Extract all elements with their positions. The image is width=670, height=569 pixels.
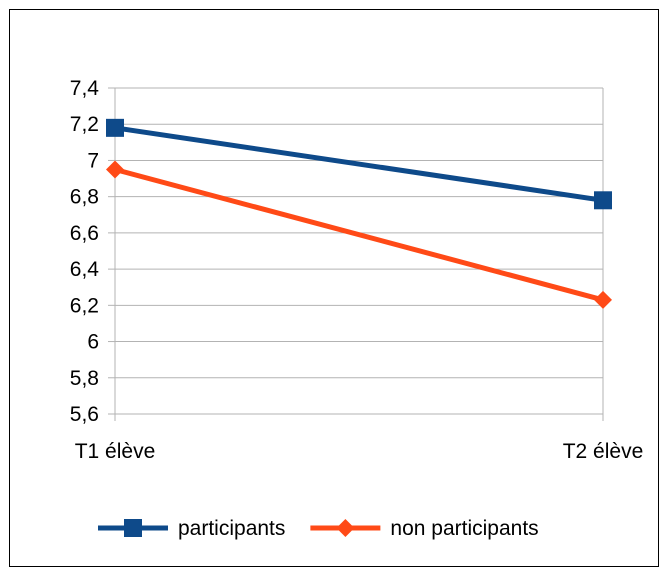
grid-lines <box>114 87 604 421</box>
y-tick-label: 6,2 <box>70 294 99 317</box>
y-tick-label: 6,8 <box>70 186 99 209</box>
y-tick-label: 5,6 <box>70 403 99 426</box>
series-participants <box>106 118 612 210</box>
x-tick-label: T1 élève <box>75 440 156 463</box>
legend: participants non participants <box>98 517 539 540</box>
data-point <box>594 290 612 309</box>
data-point <box>594 191 612 210</box>
y-tick-label: 5,8 <box>70 367 99 390</box>
legend-item: participants <box>98 517 285 540</box>
legend-item: non participants <box>310 517 539 540</box>
y-tick-label: 7 <box>87 149 99 172</box>
axes: 5,6 5,8 6 6,2 6,4 6,6 6,8 7 7,2 7,4 T1 élève T2 élè… <box>70 77 643 463</box>
series-non-participants <box>106 160 612 309</box>
data-point <box>106 118 124 137</box>
legend-marker <box>124 519 142 537</box>
series-line <box>114 125 604 203</box>
series-lines <box>106 118 612 309</box>
y-tick-label: 7,4 <box>70 77 100 100</box>
x-tick-label: T2 élève <box>563 440 644 463</box>
data-point <box>106 160 124 179</box>
legend-marker <box>336 519 355 537</box>
y-tick-label: 7,2 <box>70 113 99 136</box>
y-tick-label: 6,6 <box>70 222 99 245</box>
y-tick-label: 6 <box>87 331 99 354</box>
series-line <box>114 167 604 303</box>
y-tick-label: 6,4 <box>70 258 100 281</box>
legend-label: participants <box>178 517 285 540</box>
legend-label: non participants <box>390 517 538 540</box>
